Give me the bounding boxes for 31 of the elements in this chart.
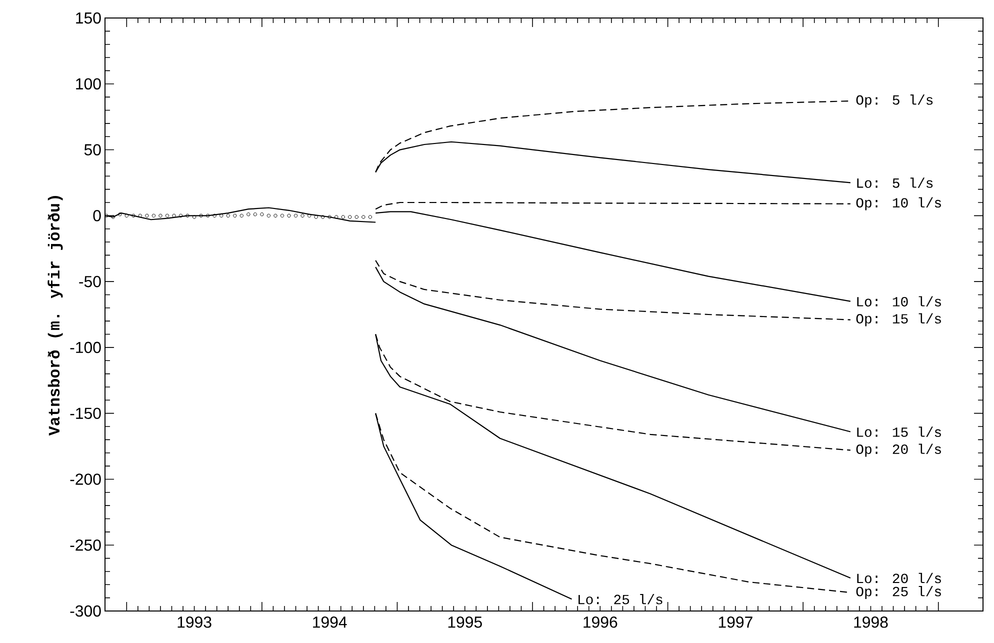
y-tick-label: -150 [70,408,101,419]
y-tick-label: -200 [70,474,101,485]
y-tick-label: 100 [76,78,101,90]
y-axis-title: Vatnsborð (m. yfir jörðu) [48,196,63,436]
series-label: Lo: 15 l/s [857,426,941,437]
x-tick-label: 1997 [718,616,752,628]
x-tick-label: 1998 [854,616,888,628]
line-series [375,260,851,320]
y-tick-label: 0 [93,210,101,222]
series-label: Lo: 20 l/s [857,572,941,584]
line-series [375,202,851,210]
series-label: Op: 5 l/s [856,94,933,108]
y-tick-label: -50 [79,276,101,288]
y-tick-label: -100 [70,342,101,354]
y-tick-label: 150 [76,12,101,24]
series-label: Lo: 10 l/s [857,296,941,306]
series-label: Op: 15 l/s [856,313,941,326]
x-tick-label: 1994 [313,616,347,628]
line-series [375,266,851,432]
x-tick-label: 1995 [448,616,482,628]
y-tick-label: 50 [84,144,101,156]
legend-label: Lo: 25 l/s [578,594,662,604]
x-tick-label: 1996 [584,616,618,628]
y-tick-label: -300 [70,605,101,617]
x-tick-label: 1993 [178,616,212,628]
series-label: Op: 25 l/s [856,586,941,600]
series-label: Lo: 5 l/s [857,178,933,188]
y-tick-label: -250 [70,539,101,551]
series-label: Op: 20 l/s [856,444,941,457]
line-series [375,211,851,302]
series-label: Op: 10 l/s [856,197,941,210]
